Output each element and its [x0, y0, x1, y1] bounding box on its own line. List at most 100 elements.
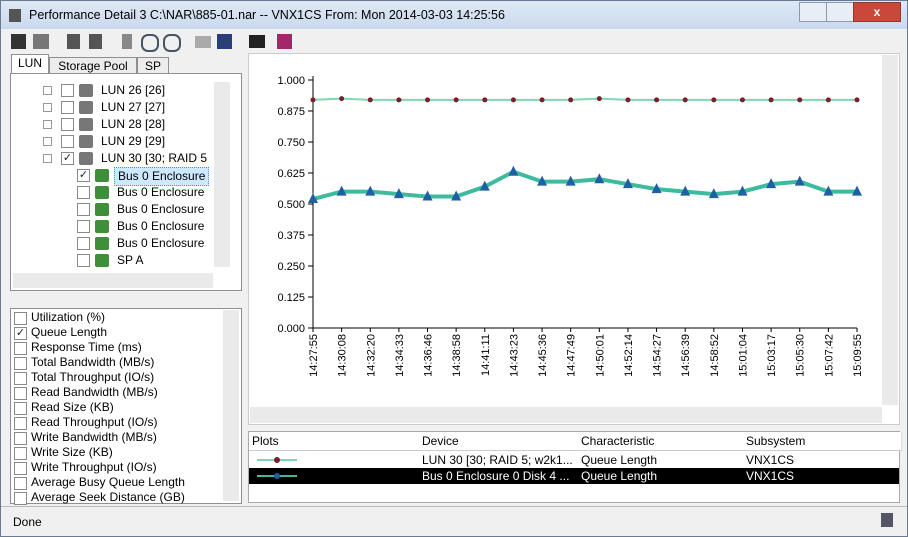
- checkbox[interactable]: ✓: [61, 152, 74, 165]
- tab[interactable]: Storage Pool: [49, 57, 137, 74]
- checkbox[interactable]: [61, 135, 74, 148]
- column-header: Device: [419, 432, 581, 451]
- marker: [654, 97, 660, 103]
- characteristic-item[interactable]: Read Bandwidth (MB/s): [31, 385, 158, 399]
- chart-icon[interactable]: [217, 34, 232, 49]
- tab[interactable]: LUN: [11, 54, 49, 74]
- checkbox[interactable]: ✓: [77, 169, 90, 182]
- checkbox[interactable]: [14, 492, 27, 505]
- link-icon[interactable]: [195, 36, 211, 48]
- marker: [537, 175, 548, 186]
- book-icon[interactable]: [277, 34, 292, 49]
- marker: [339, 96, 345, 102]
- checkbox[interactable]: [14, 357, 27, 370]
- scrollbar[interactable]: [13, 273, 213, 288]
- scrollbar[interactable]: [223, 310, 239, 501]
- find-icon[interactable]: [249, 35, 265, 48]
- zoom-out-icon[interactable]: [163, 34, 181, 52]
- marker: [823, 185, 834, 196]
- plot-marker-sample: [274, 457, 280, 463]
- scrollbar[interactable]: [250, 407, 882, 423]
- tree-item[interactable]: SP A: [117, 253, 144, 267]
- tab[interactable]: SP: [137, 57, 169, 74]
- x-tick-label: 14:45:36: [537, 334, 549, 377]
- x-tick-label: 14:30:08: [337, 334, 349, 377]
- zoom-in-icon[interactable]: [141, 34, 159, 52]
- characteristic-item[interactable]: Total Bandwidth (MB/s): [31, 355, 155, 369]
- marker: [682, 97, 688, 103]
- y-tick-label: 0.125: [277, 292, 305, 304]
- characteristic-item[interactable]: Write Bandwidth (MB/s): [31, 430, 157, 444]
- expander[interactable]: [43, 154, 52, 163]
- tree-item[interactable]: LUN 26 [26]: [101, 83, 166, 97]
- characteristic-item[interactable]: Total Throughput (IO/s): [31, 370, 155, 384]
- tree-item[interactable]: LUN 27 [27]: [101, 100, 166, 114]
- checkbox[interactable]: [14, 402, 27, 415]
- close-button[interactable]: x: [853, 2, 901, 22]
- tree-item[interactable]: Bus 0 Enclosure: [114, 167, 210, 186]
- expander[interactable]: [43, 103, 52, 112]
- checkbox[interactable]: [14, 477, 27, 490]
- marker: [739, 97, 745, 103]
- checkbox[interactable]: [14, 417, 27, 430]
- characteristic-item[interactable]: Average Seek Distance (GB): [31, 490, 185, 504]
- checkbox[interactable]: [61, 101, 74, 114]
- checkbox[interactable]: [14, 372, 27, 385]
- series-line: [312, 169, 857, 201]
- expander[interactable]: [43, 137, 52, 146]
- checkbox[interactable]: ✓: [14, 327, 27, 340]
- characteristic-item[interactable]: Read Throughput (IO/s): [31, 415, 158, 429]
- tree-item[interactable]: LUN 28 [28]: [101, 117, 166, 131]
- marker: [625, 97, 631, 103]
- scrollbar[interactable]: [214, 82, 230, 267]
- characteristic-item[interactable]: Average Busy Queue Length: [31, 475, 185, 489]
- characteristic-item[interactable]: Read Size (KB): [31, 400, 114, 414]
- pointer-icon[interactable]: [122, 34, 132, 49]
- marker: [797, 97, 803, 103]
- checkbox[interactable]: [61, 118, 74, 131]
- expander[interactable]: [43, 120, 52, 129]
- x-tick-label: 14:43:23: [508, 334, 520, 377]
- tree-item[interactable]: Bus 0 Enclosure: [117, 236, 205, 250]
- checkbox[interactable]: [14, 312, 27, 325]
- tree-icon: [95, 186, 109, 199]
- marker: [794, 175, 805, 186]
- tree-icon: [95, 203, 109, 216]
- save-icon[interactable]: [11, 34, 26, 49]
- characteristic-item[interactable]: Utilization (%): [31, 310, 106, 324]
- x-tick-label: 14:41:11: [480, 334, 492, 376]
- checkbox[interactable]: [14, 342, 27, 355]
- marker: [396, 97, 402, 103]
- checkbox[interactable]: [77, 220, 90, 233]
- tree-item[interactable]: Bus 0 Enclosure: [117, 185, 205, 199]
- tree-icon: [79, 152, 93, 165]
- checkbox[interactable]: [77, 186, 90, 199]
- characteristic-item[interactable]: Write Throughput (IO/s): [31, 460, 157, 474]
- status-bar: Done: [1, 506, 907, 536]
- checkbox[interactable]: [14, 447, 27, 460]
- x-tick-label: 15:03:17: [766, 334, 778, 377]
- tree-item[interactable]: LUN 29 [29]: [101, 134, 166, 148]
- checkbox[interactable]: [61, 84, 74, 97]
- tree-item[interactable]: LUN 30 [30; RAID 5: [101, 151, 208, 165]
- characteristic-item[interactable]: Write Size (KB): [31, 445, 113, 459]
- clipboard-icon[interactable]: [89, 34, 102, 49]
- print-icon[interactable]: [33, 34, 49, 49]
- checkbox[interactable]: [14, 387, 27, 400]
- characteristic-item[interactable]: Response Time (ms): [31, 340, 142, 354]
- column-header: Plots: [249, 432, 422, 451]
- expander[interactable]: [43, 86, 52, 95]
- characteristic-item[interactable]: Queue Length: [31, 325, 108, 339]
- scrollbar[interactable]: [882, 55, 898, 405]
- table-row: [249, 452, 899, 468]
- checkbox[interactable]: [14, 432, 27, 445]
- tree-item[interactable]: Bus 0 Enclosure: [117, 202, 205, 216]
- marker: [622, 178, 633, 189]
- checkbox[interactable]: [77, 254, 90, 267]
- checkbox[interactable]: [14, 462, 27, 475]
- checkbox[interactable]: [77, 237, 90, 250]
- checkbox[interactable]: [77, 203, 90, 216]
- clipboard-icon[interactable]: [67, 34, 80, 49]
- tree-item[interactable]: Bus 0 Enclosure: [117, 219, 205, 233]
